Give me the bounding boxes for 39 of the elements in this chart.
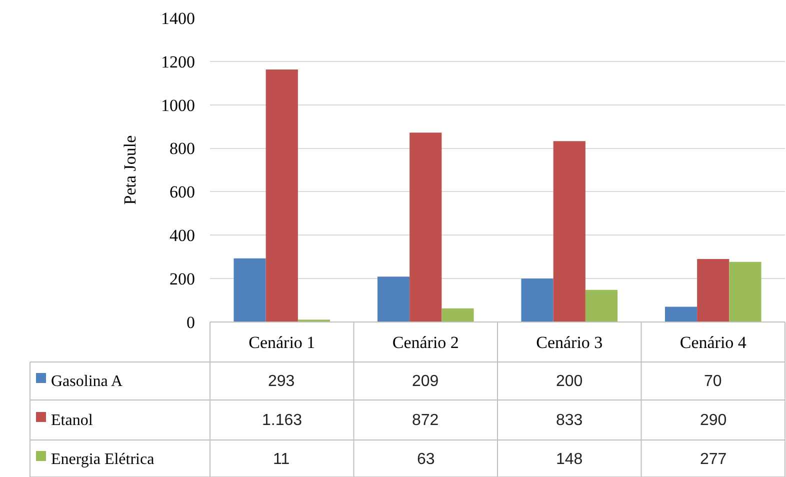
y-tick-label: 800 — [170, 139, 195, 158]
data-label: 11 — [273, 451, 290, 468]
legend-label: Etanol — [51, 412, 94, 429]
data-label: 148 — [556, 451, 583, 468]
bar — [521, 278, 554, 322]
y-tick-label: 600 — [170, 182, 195, 202]
y-tick-label: 1400 — [161, 8, 195, 28]
bar — [377, 276, 410, 322]
x-tick-label: Cenário 1 — [248, 333, 316, 352]
y-tick-label: 1200 — [161, 52, 195, 72]
legend-label: Energia Elétrica — [51, 451, 154, 468]
data-label: 833 — [556, 412, 583, 429]
x-tick-label: Cenário 4 — [680, 333, 747, 352]
data-label: 70 — [704, 373, 722, 390]
data-label: 200 — [556, 373, 583, 390]
bar — [266, 69, 298, 322]
bar — [697, 259, 730, 322]
bar — [553, 141, 586, 322]
bar — [664, 306, 698, 322]
y-tick-label: 400 — [170, 226, 195, 246]
bar — [234, 258, 266, 322]
data-label: 277 — [700, 451, 727, 468]
data-label: 1.163 — [262, 412, 302, 429]
data-label: 872 — [412, 412, 439, 429]
x-tick-label: Cenário 2 — [392, 333, 459, 352]
y-tick-label: 0 — [186, 312, 195, 332]
legend-label: Gasolina A — [51, 373, 123, 390]
bar — [585, 290, 618, 322]
bar — [442, 308, 474, 322]
y-tick-label: 200 — [170, 270, 195, 289]
bar — [410, 132, 442, 322]
x-tick-label: Cenário 3 — [536, 333, 603, 352]
data-label: 290 — [700, 412, 727, 429]
data-label: 209 — [412, 373, 439, 390]
data-label: 293 — [268, 373, 295, 390]
bar — [729, 262, 762, 322]
data-label: 63 — [417, 451, 435, 468]
y-tick-label: 1000 — [161, 96, 195, 115]
y-axis-title: Peta Joule — [120, 135, 140, 205]
